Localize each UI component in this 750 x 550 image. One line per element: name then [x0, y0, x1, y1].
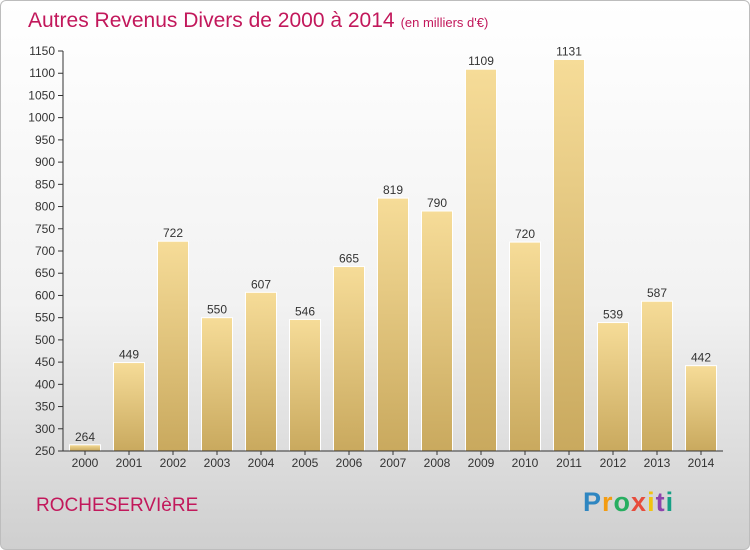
bar: [201, 317, 233, 452]
logo-letter: P: [583, 487, 603, 517]
bar: [245, 291, 277, 452]
bar-value-label: 449: [119, 348, 139, 362]
y-tick-label: 1050: [28, 88, 55, 102]
location-name: ROCHESERVIèRE: [36, 495, 199, 516]
y-tick-label: 450: [35, 355, 55, 369]
bar-value-label: 546: [295, 304, 315, 318]
bar-value-label: 550: [207, 303, 227, 317]
y-tick-label: 650: [35, 266, 55, 280]
x-tick-label: 2014: [688, 456, 715, 470]
bar-value-label: 442: [691, 351, 711, 365]
logo-letter: r: [602, 487, 614, 517]
bar-value-label: 722: [163, 226, 183, 240]
bar: [421, 210, 453, 452]
bar: [157, 240, 189, 452]
y-tick-label: 500: [35, 333, 55, 347]
x-tick-label: 2005: [292, 456, 319, 470]
bar: [69, 444, 101, 452]
bar-value-label: 264: [75, 430, 95, 444]
bar-value-label: 720: [515, 227, 535, 241]
x-tick-label: 2012: [600, 456, 627, 470]
bar-value-label: 607: [251, 277, 271, 291]
logo-letter: x: [631, 487, 648, 517]
bar-value-label: 1109: [468, 54, 494, 68]
bar: [553, 58, 585, 452]
bar: [641, 300, 673, 452]
x-tick-label: 2009: [468, 456, 495, 470]
y-tick-label: 950: [35, 133, 55, 147]
x-tick-label: 2006: [336, 456, 363, 470]
y-tick-label: 750: [35, 222, 55, 236]
y-tick-label: 250: [35, 444, 55, 458]
bar: [333, 266, 365, 452]
y-tick-label: 700: [35, 244, 55, 258]
y-tick-label: 850: [35, 177, 55, 191]
y-tick-label: 550: [35, 311, 55, 325]
bar-value-label: 1131: [556, 44, 582, 58]
x-tick-label: 2010: [512, 456, 539, 470]
bar-value-label: 665: [339, 252, 359, 266]
bar-value-label: 539: [603, 308, 623, 322]
y-tick-label: 1150: [29, 44, 55, 58]
y-tick-label: 900: [35, 155, 55, 169]
y-tick-label: 350: [35, 400, 55, 414]
y-tick-label: 1000: [28, 111, 55, 125]
bar: [685, 365, 717, 452]
logo-letter: t: [655, 487, 666, 517]
bar: [597, 322, 629, 452]
x-tick-label: 2007: [380, 456, 407, 470]
y-tick-label: 300: [35, 422, 55, 436]
x-tick-label: 2000: [72, 456, 99, 470]
x-tick-label: 2001: [116, 456, 143, 470]
x-tick-label: 2004: [248, 456, 275, 470]
chart-subtitle: (en milliers d'€): [400, 15, 489, 30]
bar: [465, 68, 497, 452]
logo-letter: i: [665, 487, 675, 517]
logo-letter: i: [647, 487, 656, 517]
proxiti-logo[interactable]: Proxiti: [583, 487, 674, 518]
chart-title: Autres Revenus Divers de 2000 à 2014 (en …: [28, 9, 488, 33]
y-tick-label: 600: [35, 288, 55, 302]
bar-value-label: 587: [647, 286, 667, 300]
bar-value-label: 819: [383, 183, 403, 197]
y-tick-label: 400: [35, 377, 55, 391]
x-tick-label: 2002: [160, 456, 187, 470]
logo-letter: o: [613, 487, 632, 517]
x-tick-label: 2011: [556, 456, 582, 470]
x-tick-label: 2003: [204, 456, 231, 470]
y-tick-label: 1100: [29, 66, 55, 80]
x-tick-label: 2008: [424, 456, 451, 470]
chart-title-text: Autres Revenus Divers de 2000 à 2014: [28, 9, 395, 32]
bar-value-label: 790: [427, 196, 447, 210]
bar: [509, 241, 541, 452]
x-tick-label: 2013: [644, 456, 671, 470]
bar: [113, 362, 145, 452]
bar: [377, 197, 409, 452]
bar: [289, 318, 321, 452]
y-tick-label: 800: [35, 200, 55, 214]
